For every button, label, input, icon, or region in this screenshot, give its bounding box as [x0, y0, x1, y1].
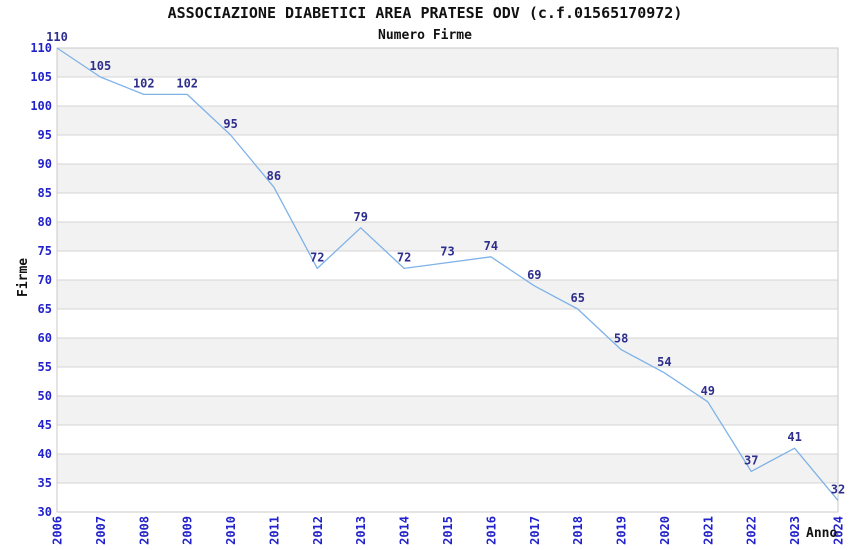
y-tick: 80 [38, 215, 52, 229]
y-tick: 90 [38, 157, 52, 171]
y-tick: 105 [30, 70, 52, 84]
point-labels: 110 105 102 102 95 86 72 79 72 73 74 69 65 58 54 49 37 41… [46, 30, 845, 496]
y-tick: 40 [38, 447, 52, 461]
y-tick: 75 [38, 244, 52, 258]
series-line [56, 47, 839, 501]
y-tick: 60 [38, 331, 52, 345]
x-tick: 2021 [701, 516, 715, 545]
data-label: 72 [397, 250, 411, 264]
data-label: 72 [310, 250, 324, 264]
x-tick-labels: 2006 2007 2008 2009 2010 2011 2012 2013 2014 2015… [51, 516, 846, 545]
x-axis-label: Anno [806, 526, 838, 541]
y-tick: 30 [38, 505, 52, 519]
data-label: 49 [701, 384, 715, 398]
x-tick: 2020 [658, 516, 672, 545]
x-tick: 2018 [571, 516, 585, 545]
data-label: 54 [657, 355, 671, 369]
x-tick: 2009 [181, 516, 195, 545]
chart-title: ASSOCIAZIONE DIABETICI AREA PRATESE ODV … [167, 4, 683, 22]
y-tick: 110 [30, 41, 52, 55]
data-label: 58 [614, 332, 628, 346]
y-axis-label: Firme [16, 257, 31, 297]
data-label: 74 [484, 239, 498, 253]
data-label: 110 [46, 30, 68, 44]
y-tick: 35 [38, 476, 52, 490]
x-tick: 2017 [528, 516, 542, 545]
data-label: 37 [744, 453, 758, 467]
x-tick: 2008 [137, 516, 151, 545]
data-label: 102 [133, 76, 155, 90]
x-tick: 2007 [94, 516, 108, 545]
data-label: 95 [223, 117, 237, 131]
data-label: 102 [176, 76, 198, 90]
x-tick: 2011 [267, 516, 281, 545]
y-tick: 70 [38, 273, 52, 287]
chart-subtitle: Numero Firme [378, 28, 472, 43]
plot-bands [57, 48, 838, 512]
x-tick: 2019 [615, 516, 629, 545]
x-tick: 2006 [51, 516, 65, 545]
x-tick: 2015 [441, 516, 455, 545]
x-tick: 2012 [311, 516, 325, 545]
data-label: 79 [353, 210, 367, 224]
x-tick: 2016 [484, 516, 498, 545]
y-tick: 100 [30, 99, 52, 113]
x-tick: 2023 [788, 516, 802, 545]
y-tick: 65 [38, 302, 52, 316]
data-label: 41 [787, 430, 801, 444]
data-label: 86 [267, 169, 281, 183]
x-tick: 2014 [398, 516, 412, 545]
data-label: 69 [527, 268, 541, 282]
y-tick-labels: 110 105 100 95 90 85 80 75 70 65 60 55 50 45 40 35 30 [30, 41, 52, 519]
y-tick: 50 [38, 389, 52, 403]
data-label: 105 [90, 59, 112, 73]
y-tick: 55 [38, 360, 52, 374]
data-label: 65 [570, 291, 584, 305]
x-tick: 2022 [745, 516, 759, 545]
y-tick: 45 [38, 418, 52, 432]
x-tick: 2010 [224, 516, 238, 545]
y-tick: 85 [38, 186, 52, 200]
x-tick: 2024 [832, 516, 846, 545]
plot-border [56, 47, 839, 513]
y-tick: 95 [38, 128, 52, 142]
data-label: 73 [440, 245, 454, 259]
x-tick: 2013 [354, 516, 368, 545]
data-label: 32 [831, 482, 845, 496]
